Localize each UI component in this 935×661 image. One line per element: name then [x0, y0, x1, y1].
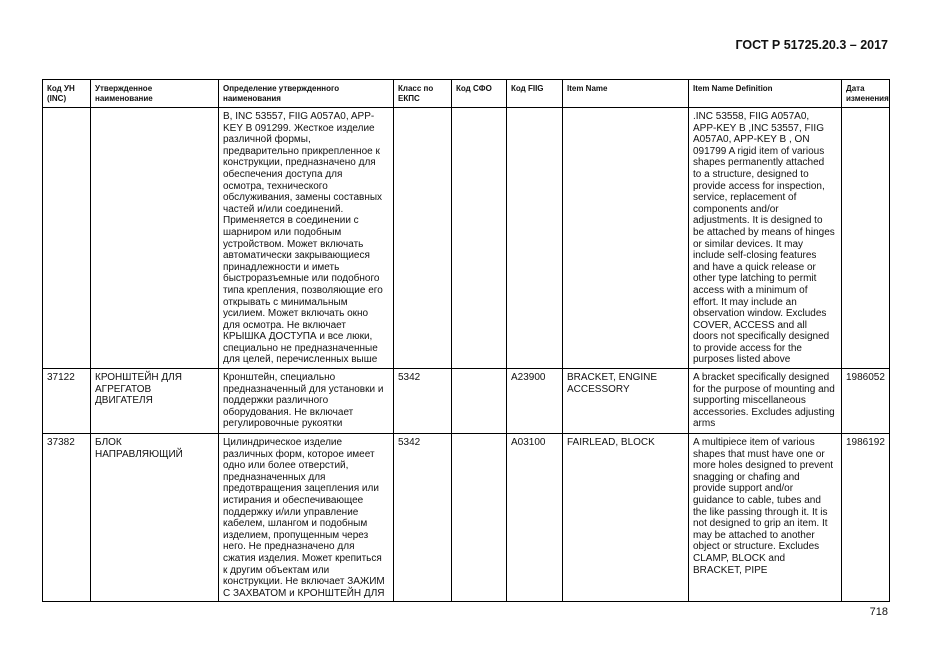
cell-change-date: 1986192	[841, 433, 890, 603]
cell-sfo-code	[451, 368, 507, 435]
column-header-approved-name: Утвержденное наименование	[90, 79, 219, 108]
cell-sfo-code	[451, 106, 507, 370]
cell-item-name	[562, 106, 689, 370]
cell-item-name-definition: .INC 53558, FIIG A057A0, APP-KEY B ,INC …	[688, 106, 842, 370]
column-header-approved-name-definition: Определение утвержденного наименования	[218, 79, 394, 108]
cell-inc-code: 37382	[42, 433, 91, 603]
cell-sfo-code	[451, 433, 507, 603]
page-number: 718	[869, 606, 888, 618]
cell-item-name-definition: A bracket specifically designed for the …	[688, 368, 842, 435]
cell-item-name: BRACKET, ENGINE ACCESSORY	[562, 368, 689, 435]
cell-approved-name	[90, 106, 219, 370]
cell-approved-name-definition: Кронштейн, специально предназначенный дл…	[218, 368, 394, 435]
table-row: 37382 БЛОК НАПРАВЛЯЮЩИЙ Цилиндрическое изд…	[42, 433, 890, 603]
table-row: 37122 КРОНШТЕЙН ДЛЯ АГРЕГАТОВ ДВИГАТЕЛЯ Кр…	[42, 368, 890, 435]
cell-ekps-class: 5342	[393, 433, 452, 603]
column-header-fiig-code: Код FIIG	[506, 79, 563, 108]
cell-approved-name-definition: B, INC 53557, FIIG A057A0, APP- KEY B 09…	[218, 106, 394, 370]
cell-approved-name-definition: Цилиндрическое изделие различных форм, к…	[218, 433, 394, 603]
cell-item-name: FAIRLEAD, BLOCK	[562, 433, 689, 603]
column-header-change-date: Дата изменения	[841, 79, 890, 108]
cell-inc-code: 37122	[42, 368, 91, 435]
table-header-row: Код УН (INC) Утвержденное наименование Опр…	[42, 79, 890, 108]
column-header-inc-code: Код УН (INC)	[42, 79, 91, 108]
table-row: B, INC 53557, FIIG A057A0, APP- KEY B 09…	[42, 106, 890, 370]
cell-change-date: 1986052	[841, 368, 890, 435]
items-table: Код УН (INC) Утвержденное наименование Опр…	[42, 79, 890, 603]
column-header-ekps-class: Класс по ЕКПС	[393, 79, 452, 108]
column-header-sfo-code: Код СФО	[451, 79, 507, 108]
document-title: ГОСТ Р 51725.20.3 – 2017	[735, 38, 888, 52]
cell-approved-name: КРОНШТЕЙН ДЛЯ АГРЕГАТОВ ДВИГАТЕЛЯ	[90, 368, 219, 435]
cell-change-date	[841, 106, 890, 370]
cell-approved-name: БЛОК НАПРАВЛЯЮЩИЙ	[90, 433, 219, 603]
cell-ekps-class: 5342	[393, 368, 452, 435]
cell-fiig-code: A03100	[506, 433, 563, 603]
cell-item-name-definition: A multipiece item of various shapes that…	[688, 433, 842, 603]
cell-fiig-code	[506, 106, 563, 370]
column-header-item-name-definition: Item Name Definition	[688, 79, 842, 108]
cell-ekps-class	[393, 106, 452, 370]
column-header-item-name: Item Name	[562, 79, 689, 108]
cell-fiig-code: A23900	[506, 368, 563, 435]
cell-inc-code	[42, 106, 91, 370]
